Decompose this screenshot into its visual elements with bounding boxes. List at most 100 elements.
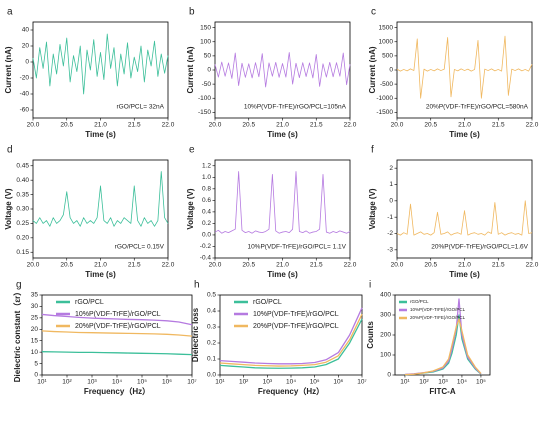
data-line <box>219 318 363 369</box>
x-tick-label: 10³ <box>87 379 97 386</box>
x-tick-label: 10⁵ <box>310 379 320 386</box>
x-tick-label: 21.5 <box>128 122 141 129</box>
x-axis-label: Time (s) <box>267 270 298 279</box>
x-axis-label: Time (s) <box>85 270 116 279</box>
x-tick-label: 10⁴ <box>112 379 122 386</box>
x-tick-label: 10¹ <box>400 379 410 386</box>
y-tick-label: 0.4 <box>202 209 211 216</box>
y-tick-label: 0.20 <box>16 235 29 242</box>
y-tick-label: 0.40 <box>16 177 29 184</box>
x-tick-label: 10² <box>62 379 72 386</box>
y-tick-label: -0.4 <box>200 255 212 262</box>
annotation: rGO/PCL= 32nA <box>116 104 164 111</box>
x-tick-label: 20.5 <box>60 262 73 269</box>
y-tick-label: -60 <box>20 107 30 114</box>
y-tick-label: -40 <box>20 91 30 98</box>
y-tick-label: 0 <box>389 198 393 205</box>
y-tick-label: 20 <box>31 326 39 333</box>
y-axis-label: Dielectric loss <box>191 307 200 362</box>
y-tick-label: 0 <box>25 59 29 66</box>
panel-letter: f <box>371 145 374 156</box>
x-tick-label: 10⁷ <box>357 379 367 386</box>
data-line <box>41 313 193 326</box>
y-tick-label: 0 <box>387 372 391 379</box>
y-tick-label: 25 <box>31 315 39 322</box>
y-tick-label: 10 <box>31 349 39 356</box>
x-tick-label: 20.0 <box>209 122 222 129</box>
data-line <box>214 171 351 234</box>
x-axis-label: Time (s) <box>267 130 298 139</box>
x-tick-label: 21.0 <box>94 122 107 129</box>
x-tick-label: 22.0 <box>344 122 357 129</box>
y-tick-label: 0.4 <box>207 308 216 315</box>
x-tick-label: 22.0 <box>526 122 539 129</box>
x-tick-label: 21.0 <box>94 262 107 269</box>
panel-letter: c <box>371 7 376 18</box>
plot-frame <box>219 294 363 376</box>
x-tick-label: 10² <box>419 379 429 386</box>
y-tick-label: 0.5 <box>207 292 216 299</box>
annotation: 20%P(VDF-TrFE)/rGO/PCL=580nA <box>426 104 529 111</box>
x-tick-label: 20.5 <box>424 262 437 269</box>
x-tick-label: 20.0 <box>391 122 404 129</box>
y-tick-label: 0.2 <box>207 340 216 347</box>
annotation: 10%P(VDF-TrFE)/rGO/PCL= 1.1V <box>247 244 346 251</box>
y-tick-label: 100 <box>380 352 391 359</box>
x-tick-label: 20.0 <box>27 122 40 129</box>
y-axis-label: Voltage (V) <box>4 188 13 230</box>
data-line <box>396 200 533 236</box>
legend-label: rGO/PCL <box>410 299 429 304</box>
y-axis-label: Current (nA) <box>368 46 377 93</box>
y-tick-label: 300 <box>380 312 391 319</box>
data-line <box>32 171 169 227</box>
y-tick-label: 20 <box>22 43 30 50</box>
y-tick-label: 0.2 <box>202 220 211 227</box>
x-tick-label: 10⁵ <box>476 379 486 386</box>
x-tick-label: 21.5 <box>492 122 505 129</box>
y-tick-label: -150 <box>198 109 211 116</box>
y-tick-label: 200 <box>380 332 391 339</box>
panel-letter: g <box>16 280 22 291</box>
x-tick-label: 21.0 <box>276 262 289 269</box>
x-axis-label: Time (s) <box>85 130 116 139</box>
x-tick-label: 20.0 <box>391 262 404 269</box>
y-tick-label: 0 <box>389 67 393 74</box>
panel-letter: e <box>189 145 195 156</box>
y-tick-label: 35 <box>31 292 39 299</box>
x-tick-label: 22.0 <box>526 262 539 269</box>
y-tick-label: -0.2 <box>200 243 212 250</box>
y-tick-label: -1500 <box>376 109 393 116</box>
panel-letter: d <box>7 145 13 156</box>
legend-label: 20%P(VDF-TrFE)/rGO/PCL <box>410 315 466 320</box>
x-tick-label: 10⁷ <box>187 379 197 386</box>
x-tick-label: 20.5 <box>424 122 437 129</box>
y-tick-label: -1 <box>387 214 393 221</box>
y-tick-label: 5 <box>34 360 38 367</box>
x-tick-label: 20.5 <box>242 122 255 129</box>
x-tick-label: 10³ <box>263 379 273 386</box>
y-axis-label: Dielectric constant（εr） <box>12 288 22 383</box>
y-tick-label: 15 <box>31 337 39 344</box>
x-tick-label: 10² <box>239 379 249 386</box>
y-tick-label: -1000 <box>376 95 393 102</box>
x-tick-label: 21.0 <box>458 262 471 269</box>
x-tick-label: 22.0 <box>344 262 357 269</box>
y-tick-label: -500 <box>380 81 393 88</box>
y-tick-label: 1500 <box>379 24 394 31</box>
y-tick-label: 30 <box>31 303 39 310</box>
data-line <box>214 52 351 88</box>
y-tick-label: 0.15 <box>16 249 29 256</box>
panel-letter: a <box>7 7 13 18</box>
y-tick-label: 0.3 <box>207 324 216 331</box>
data-line <box>219 313 363 367</box>
x-tick-label: 10⁴ <box>286 379 296 386</box>
panel-letter: b <box>189 7 195 18</box>
y-tick-label: 40 <box>22 27 30 34</box>
y-tick-label: -3 <box>387 247 393 254</box>
data-line <box>41 351 193 356</box>
y-tick-label: 0.35 <box>16 191 29 198</box>
y-tick-label: -50 <box>202 81 212 88</box>
x-tick-label: 10¹ <box>37 379 47 386</box>
y-tick-label: 100 <box>200 38 211 45</box>
legend-label: 20%P(VDF-TrFE)/rGO/PCL <box>75 323 161 330</box>
